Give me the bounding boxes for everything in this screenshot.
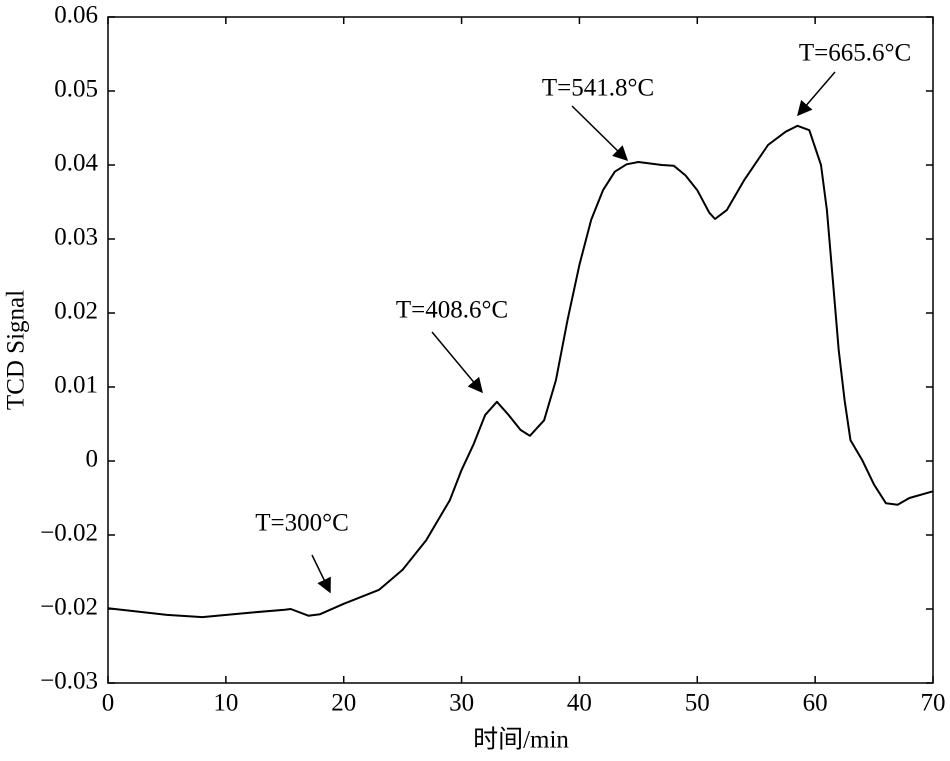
annotation-arrow [797,71,836,117]
x-tick-label: 70 [921,690,946,717]
x-tick-label: 10 [213,690,238,717]
y-tick-label: 0.05 [54,76,98,103]
y-tick-label: −0.02 [40,520,98,547]
y-tick-label: 0 [86,446,99,473]
x-tick-label: 0 [102,690,115,717]
annotation-arrow [311,554,331,594]
y-tick-label: 0.02 [54,298,98,325]
y-tick-label: 0.01 [54,372,98,399]
annotation: T=300°C [255,510,349,537]
x-tick-label: 60 [803,690,828,717]
y-tick-label: −0.03 [40,668,98,695]
annotation-arrow [431,331,483,394]
annotation: T=408.6°C [396,297,508,324]
y-tick-label: −0.02 [40,594,98,621]
line [107,124,934,619]
x-tick-label: 50 [685,690,710,717]
x-tick-label: 30 [449,690,474,717]
annotation-arrow [571,105,629,162]
annotation: T=665.6°C [799,40,911,67]
x-axis-label: 时间/min [473,726,569,754]
x-tick-label: 20 [331,690,356,717]
plot-frame [107,16,934,684]
y-tick-label: 0.06 [54,2,98,29]
annotation: T=541.8°C [542,75,654,102]
y-axis-label: TCD Signal [3,290,30,410]
y-tick-label: 0.04 [54,150,98,177]
y-tick-label: 0.03 [54,224,98,251]
x-tick-label: 40 [567,690,592,717]
